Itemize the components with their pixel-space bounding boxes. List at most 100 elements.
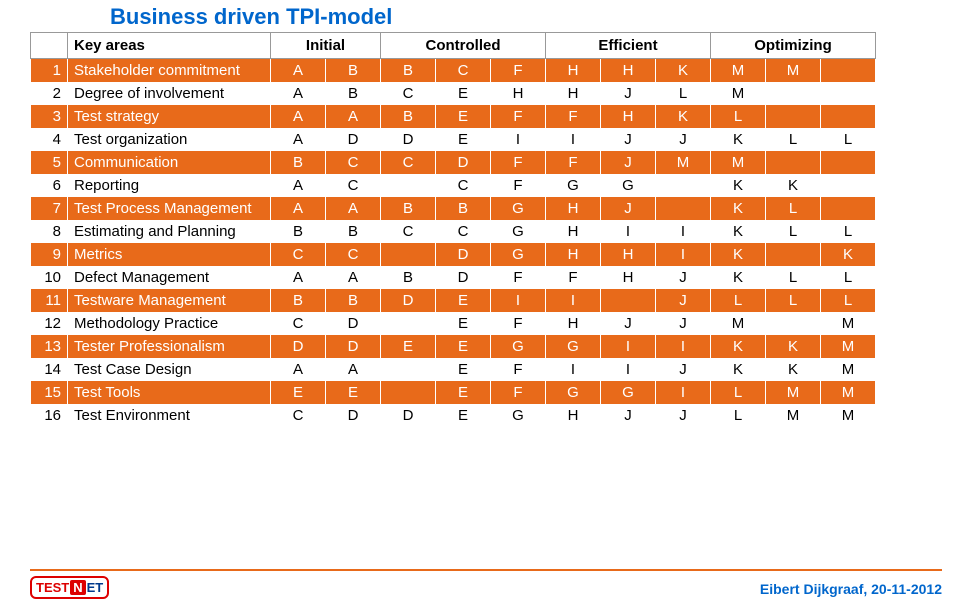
table-row: 9MetricsCCDGHHIKK [31, 243, 876, 266]
header-efficient: Efficient [546, 33, 711, 59]
maturity-cell: B [381, 105, 436, 128]
maturity-cell [821, 174, 876, 197]
maturity-cell [381, 243, 436, 266]
maturity-cell: D [326, 128, 381, 151]
maturity-cell: L [711, 381, 766, 404]
row-number: 9 [31, 243, 68, 266]
header-initial: Initial [271, 33, 381, 59]
maturity-cell: J [656, 358, 711, 381]
row-number: 10 [31, 266, 68, 289]
table-row: 2Degree of involvementABCEHHJLM [31, 82, 876, 105]
maturity-cell: A [271, 105, 326, 128]
logo-part-test: TEST [36, 580, 69, 595]
table-row: 8Estimating and PlanningBBCCGHIIKLL [31, 220, 876, 243]
maturity-cell: L [821, 289, 876, 312]
table-header-row: Key areas Initial Controlled Efficient O… [31, 33, 876, 59]
maturity-cell: K [766, 174, 821, 197]
maturity-cell: K [656, 105, 711, 128]
maturity-cell: C [381, 82, 436, 105]
maturity-cell: H [546, 404, 601, 427]
maturity-cell [766, 82, 821, 105]
maturity-cell: I [601, 335, 656, 358]
maturity-cell: B [381, 266, 436, 289]
maturity-cell: J [601, 312, 656, 335]
maturity-cell: L [821, 220, 876, 243]
maturity-cell: A [271, 82, 326, 105]
row-number: 15 [31, 381, 68, 404]
table-row: 15Test ToolsEEEFGGILMM [31, 381, 876, 404]
maturity-cell: G [491, 404, 546, 427]
maturity-cell: F [491, 312, 546, 335]
footer-divider [30, 569, 942, 571]
maturity-cell: E [436, 105, 491, 128]
maturity-cell: L [821, 128, 876, 151]
maturity-cell: D [436, 266, 491, 289]
maturity-cell [766, 105, 821, 128]
maturity-cell: C [271, 312, 326, 335]
header-optimizing: Optimizing [711, 33, 876, 59]
maturity-cell: K [711, 243, 766, 266]
maturity-cell: E [436, 358, 491, 381]
maturity-cell: G [601, 381, 656, 404]
maturity-cell: M [821, 312, 876, 335]
maturity-cell: B [326, 220, 381, 243]
row-number: 5 [31, 151, 68, 174]
row-key-area: Degree of involvement [68, 82, 271, 105]
row-key-area: Estimating and Planning [68, 220, 271, 243]
maturity-cell: B [326, 59, 381, 83]
maturity-cell: L [711, 105, 766, 128]
maturity-cell: J [656, 266, 711, 289]
maturity-cell: A [271, 197, 326, 220]
maturity-cell: K [711, 335, 766, 358]
maturity-cell: M [711, 59, 766, 83]
maturity-cell [381, 358, 436, 381]
row-number: 12 [31, 312, 68, 335]
maturity-cell: C [326, 174, 381, 197]
maturity-cell: H [601, 243, 656, 266]
maturity-cell: D [381, 404, 436, 427]
maturity-cell: C [381, 220, 436, 243]
maturity-cell: M [821, 381, 876, 404]
row-key-area: Test Environment [68, 404, 271, 427]
row-number: 16 [31, 404, 68, 427]
maturity-cell: A [271, 358, 326, 381]
maturity-cell: G [491, 220, 546, 243]
row-number: 3 [31, 105, 68, 128]
maturity-cell: L [711, 404, 766, 427]
maturity-cell: I [546, 358, 601, 381]
maturity-cell: L [656, 82, 711, 105]
maturity-cell: M [656, 151, 711, 174]
maturity-cell [766, 243, 821, 266]
maturity-cell: G [546, 174, 601, 197]
maturity-cell: M [821, 358, 876, 381]
maturity-cell: C [271, 404, 326, 427]
maturity-cell: H [491, 82, 546, 105]
row-number: 6 [31, 174, 68, 197]
maturity-cell: G [601, 174, 656, 197]
maturity-cell: L [766, 197, 821, 220]
maturity-cell: D [271, 335, 326, 358]
footer-text: Eibert Dijkgraaf, 20-11-2012 [760, 581, 942, 597]
maturity-cell: K [711, 197, 766, 220]
maturity-cell: H [546, 243, 601, 266]
maturity-cell: K [656, 59, 711, 83]
maturity-cell: B [381, 197, 436, 220]
maturity-cell: M [711, 82, 766, 105]
maturity-cell: F [491, 174, 546, 197]
row-key-area: Defect Management [68, 266, 271, 289]
table-row: 11Testware ManagementBBDEIIJLLL [31, 289, 876, 312]
maturity-cell: A [326, 105, 381, 128]
table-row: 14Test Case DesignAAEFIIJKKM [31, 358, 876, 381]
maturity-cell: F [546, 105, 601, 128]
maturity-cell: E [436, 381, 491, 404]
table-row: 5CommunicationBCCDFFJMM [31, 151, 876, 174]
maturity-cell: J [656, 312, 711, 335]
maturity-cell: F [491, 381, 546, 404]
maturity-cell: K [821, 243, 876, 266]
maturity-cell: F [491, 358, 546, 381]
maturity-cell: M [711, 312, 766, 335]
row-key-area: Tester Professionalism [68, 335, 271, 358]
row-number: 1 [31, 59, 68, 83]
maturity-cell: B [271, 151, 326, 174]
row-number: 7 [31, 197, 68, 220]
